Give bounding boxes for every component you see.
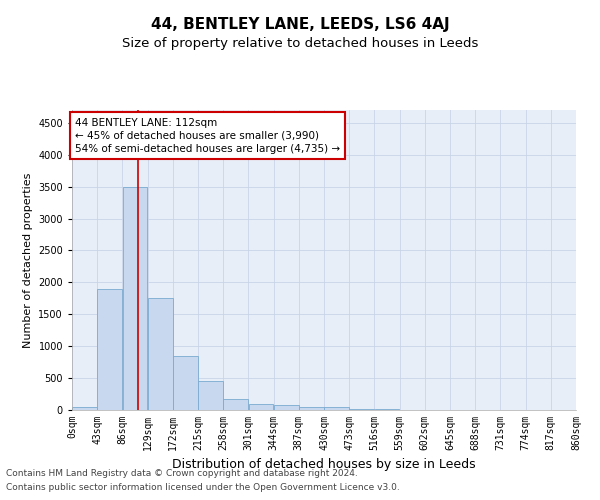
X-axis label: Distribution of detached houses by size in Leeds: Distribution of detached houses by size … [172,458,476,471]
Bar [198,382,223,410]
Text: 44, BENTLEY LANE, LEEDS, LS6 4AJ: 44, BENTLEY LANE, LEEDS, LS6 4AJ [151,18,449,32]
Bar [274,405,299,410]
Bar [97,288,122,410]
Bar [299,407,324,410]
Y-axis label: Number of detached properties: Number of detached properties [23,172,32,348]
Bar [72,407,97,410]
Bar [173,356,198,410]
Text: Contains public sector information licensed under the Open Government Licence v3: Contains public sector information licen… [6,484,400,492]
Bar [223,399,248,410]
Text: Size of property relative to detached houses in Leeds: Size of property relative to detached ho… [122,38,478,51]
Bar [122,186,148,410]
Text: Contains HM Land Registry data © Crown copyright and database right 2024.: Contains HM Land Registry data © Crown c… [6,468,358,477]
Bar [248,404,274,410]
Text: 44 BENTLEY LANE: 112sqm
← 45% of detached houses are smaller (3,990)
54% of semi: 44 BENTLEY LANE: 112sqm ← 45% of detache… [75,118,340,154]
Bar [148,298,173,410]
Bar [349,408,374,410]
Bar [324,407,349,410]
